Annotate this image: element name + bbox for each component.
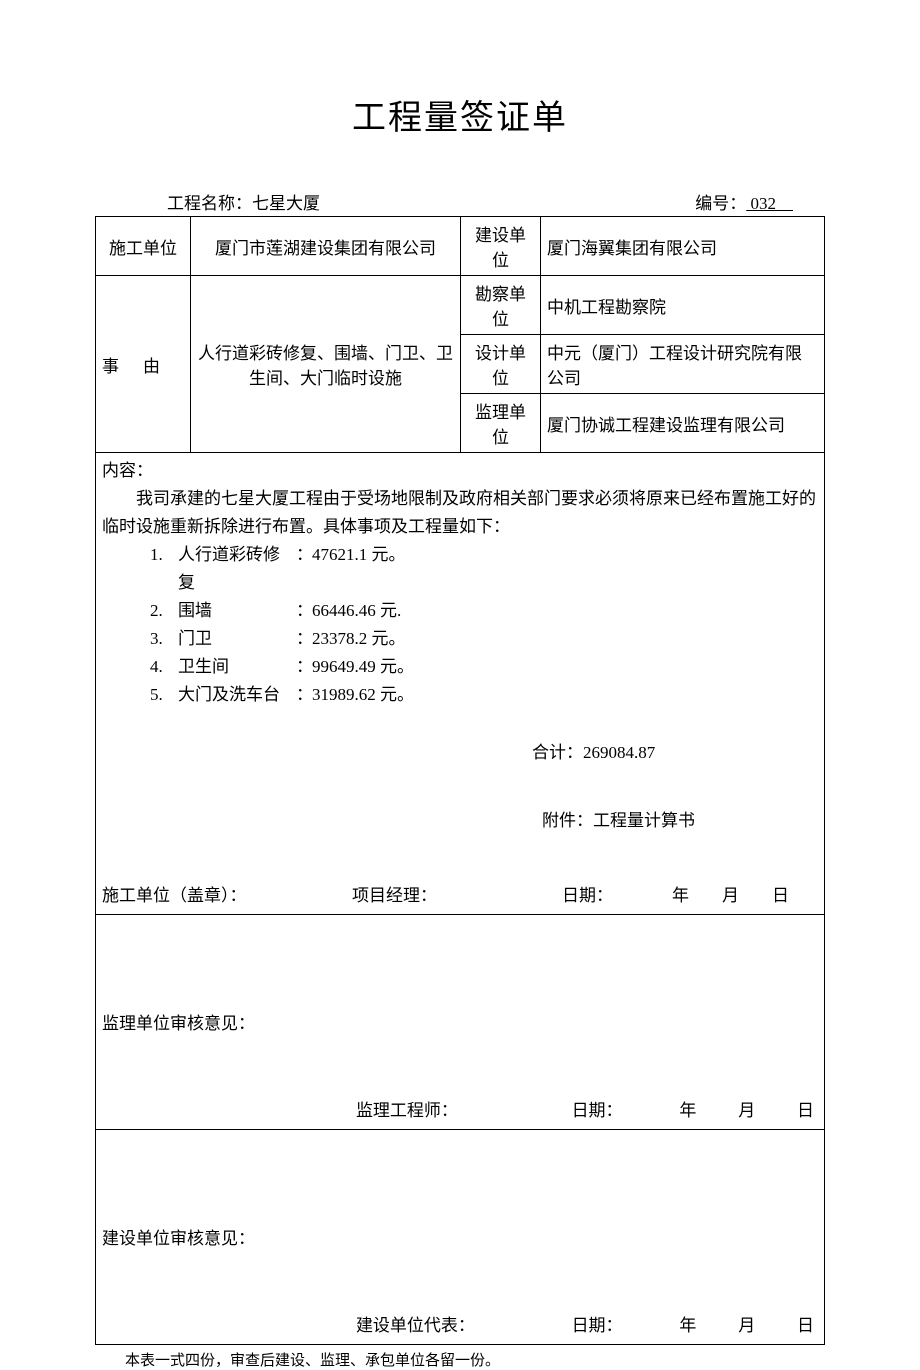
year-label: 年	[672, 882, 722, 910]
item-label: 人行道彩砖修复	[178, 541, 296, 597]
list-item: 1.人行道彩砖修复：47621.1 元。	[150, 541, 818, 597]
main-table: 施工单位 厦门市莲湖建设集团有限公司 建设单位 厦门海翼集团有限公司 事由 人行…	[95, 216, 825, 1345]
item-value: 47621.1 元。	[312, 541, 406, 597]
item-separator: ：	[296, 653, 312, 681]
footnote: 本表一式四份，审查后建设、监理、承包单位各留一份。	[125, 1349, 825, 1370]
date-label: 日期：	[572, 1311, 680, 1336]
table-row: 施工单位 厦门市莲湖建设集团有限公司 建设单位 厦门海翼集团有限公司	[96, 217, 825, 276]
pm-label: 项目经理：	[352, 882, 562, 910]
construction-unit: 厦门市莲湖建设集团有限公司	[191, 217, 461, 276]
table-row: 事由 人行道彩砖修复、围墙、门卫、卫生间、大门临时设施 勘察单位 中机工程勘察院	[96, 276, 825, 335]
month-label: 月	[738, 1096, 797, 1121]
build-signature-line: 建设单位代表： 日期： 年 月 日	[106, 1311, 814, 1336]
serial-no: 032	[746, 194, 793, 213]
month-label: 月	[738, 1311, 797, 1336]
supervise-review-title: 监理单位审核意见：	[102, 1009, 818, 1034]
build-unit-label: 建设单位	[461, 217, 541, 276]
serial-no-field: 编号： 032	[695, 189, 793, 214]
construction-signature-line: 施工单位（盖章）： 项目经理： 日期： 年 月 日	[102, 882, 818, 910]
project-name-field: 工程名称：七星大厦	[167, 189, 320, 214]
year-label: 年	[679, 1096, 738, 1121]
item-label: 卫生间	[178, 653, 296, 681]
item-value: 23378.2 元。	[312, 625, 406, 653]
survey-unit: 中机工程勘察院	[541, 276, 825, 335]
serial-label: 编号：	[695, 194, 746, 213]
build-rep-label: 建设单位代表：	[356, 1311, 572, 1336]
item-number: 3.	[150, 625, 178, 653]
item-separator: ：	[296, 625, 312, 653]
document-title: 工程量签证单	[95, 90, 825, 139]
date-label: 日期：	[572, 1096, 680, 1121]
supervise-review-cell: 监理单位审核意见： 监理工程师： 日期： 年 月 日	[96, 914, 825, 1129]
unit-seal-label: 施工单位（盖章）：	[102, 882, 352, 910]
build-review-title: 建设单位审核意见：	[102, 1224, 818, 1249]
content-list: 1.人行道彩砖修复：47621.1 元。2.围墙：66446.46 元.3.门卫…	[150, 541, 818, 709]
content-cell: 内容： 我司承建的七星大厦工程由于受场地限制及政府相关部门要求必须将原来已经布置…	[96, 453, 825, 915]
reason-text: 人行道彩砖修复、围墙、门卫、卫生间、大门临时设施	[191, 276, 461, 453]
item-separator: ：	[296, 597, 312, 625]
supervise-engineer-label: 监理工程师：	[356, 1096, 572, 1121]
item-value: 99649.49 元。	[312, 653, 414, 681]
survey-unit-label: 勘察单位	[461, 276, 541, 335]
item-number: 1.	[150, 541, 178, 597]
year-label: 年	[679, 1311, 738, 1336]
design-unit-label: 设计单位	[461, 335, 541, 394]
item-label: 围墙	[178, 597, 296, 625]
item-separator: ：	[296, 541, 312, 597]
supervise-unit-label: 监理单位	[461, 394, 541, 453]
header-row: 工程名称：七星大厦 编号： 032	[95, 189, 825, 214]
item-label: 大门及洗车台	[178, 681, 296, 709]
day-label: 日	[797, 1096, 814, 1121]
content-heading: 内容：	[102, 457, 818, 485]
item-number: 2.	[150, 597, 178, 625]
content-paragraph: 我司承建的七星大厦工程由于受场地限制及政府相关部门要求必须将原来已经布置施工好的…	[102, 485, 818, 541]
content-row: 内容： 我司承建的七星大厦工程由于受场地限制及政府相关部门要求必须将原来已经布置…	[96, 453, 825, 915]
item-value: 31989.62 元。	[312, 681, 414, 709]
day-label: 日	[797, 1311, 814, 1336]
project-label: 工程名称：	[167, 194, 252, 213]
date-label: 日期：	[562, 882, 672, 910]
total-line: 合计：269084.87	[532, 739, 818, 767]
item-value: 66446.46 元.	[312, 597, 401, 625]
review-row: 建设单位审核意见： 建设单位代表： 日期： 年 月 日	[96, 1129, 825, 1344]
attachment-line: 附件：工程量计算书	[542, 807, 818, 835]
supervise-unit: 厦门协诚工程建设监理有限公司	[541, 394, 825, 453]
item-label: 门卫	[178, 625, 296, 653]
review-row: 监理单位审核意见： 监理工程师： 日期： 年 月 日	[96, 914, 825, 1129]
list-item: 5.大门及洗车台：31989.62 元。	[150, 681, 818, 709]
reason-label: 事由	[96, 276, 191, 453]
design-unit: 中元（厦门）工程设计研究院有限公司	[541, 335, 825, 394]
item-number: 5.	[150, 681, 178, 709]
item-separator: ：	[296, 681, 312, 709]
month-label: 月	[722, 882, 772, 910]
build-unit: 厦门海翼集团有限公司	[541, 217, 825, 276]
project-name: 七星大厦	[252, 194, 320, 213]
build-review-cell: 建设单位审核意见： 建设单位代表： 日期： 年 月 日	[96, 1129, 825, 1344]
list-item: 3.门卫：23378.2 元。	[150, 625, 818, 653]
supervise-signature-line: 监理工程师： 日期： 年 月 日	[106, 1096, 814, 1121]
list-item: 2.围墙：66446.46 元.	[150, 597, 818, 625]
item-number: 4.	[150, 653, 178, 681]
list-item: 4.卫生间：99649.49 元。	[150, 653, 818, 681]
day-label: 日	[772, 882, 789, 910]
construction-unit-label: 施工单位	[96, 217, 191, 276]
